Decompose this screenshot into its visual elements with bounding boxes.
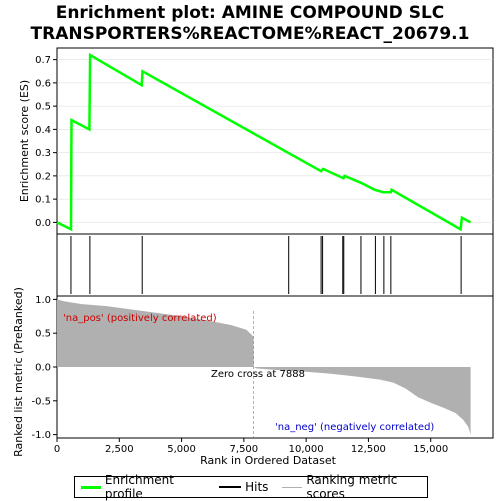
legend-item-hits: Hits (219, 480, 268, 494)
zero-cross-label: Zero cross at 7888 (211, 369, 305, 380)
xtick-label: 0 (54, 444, 60, 455)
xtick-label: 10,000 (289, 444, 324, 455)
legend-enrichment-label: Enrichment profile (104, 473, 174, 501)
es-ytick-label: 0.3 (35, 148, 51, 159)
legend-enrichment-swatch (81, 485, 101, 489)
metric-ytick-label: 0.0 (35, 363, 51, 374)
legend-hits-swatch (219, 486, 242, 488)
es-ytick-label: 0.5 (35, 102, 51, 113)
es-ytick-label: 0.6 (35, 78, 51, 89)
es-ytick-label: 0.2 (35, 171, 51, 182)
xtick-label: 12,500 (351, 444, 386, 455)
chart-title-line2: TRANSPORTERS%REACTOME%REACT_20679.1 (31, 24, 470, 44)
legend-item-enrichment: Enrichment profile (81, 473, 205, 501)
metric-ytick-label: -0.5 (31, 396, 51, 407)
xtick-label: 2,500 (105, 444, 134, 455)
ranking-metric-area (57, 299, 471, 435)
metric-ytick-label: -1.0 (31, 430, 51, 441)
negative-label: 'na_neg' (negatively correlated) (275, 422, 434, 433)
positive-label: 'na_pos' (positively correlated) (63, 313, 217, 324)
legend-item-metric: Ranking metric scores (282, 473, 427, 501)
legend-metric-label: Ranking metric scores (306, 473, 398, 501)
xtick-label: 5,000 (167, 444, 196, 455)
metric-ytick-label: 0.5 (35, 329, 51, 340)
xtick-label: 15,000 (413, 444, 448, 455)
metric-xlabel: Rank in Ordered Dataset (200, 454, 337, 467)
legend-hits-label: Hits (245, 480, 269, 494)
es-ytick-label: 0.4 (35, 125, 51, 136)
chart-title-line1: Enrichment plot: AMINE COMPOUND SLC (56, 3, 445, 23)
metric-ytick-label: 1.0 (35, 295, 51, 306)
legend-metric-swatch (282, 486, 303, 488)
es-panel-frame (56, 47, 494, 235)
es-ytick-label: 0.1 (35, 195, 51, 206)
xtick-label: 7,500 (230, 444, 259, 455)
es-ytick-label: 0.7 (35, 55, 51, 66)
metric-ylabel: Ranked list metric (PreRanked) (12, 287, 25, 457)
es-ytick-label: 0.0 (35, 218, 51, 229)
hits-panel-frame (56, 233, 494, 297)
legend: Enrichment profile Hits Ranking metric s… (74, 473, 428, 501)
es-ylabel: Enrichment score (ES) (18, 80, 31, 202)
enrichment-profile-line (56, 52, 472, 232)
